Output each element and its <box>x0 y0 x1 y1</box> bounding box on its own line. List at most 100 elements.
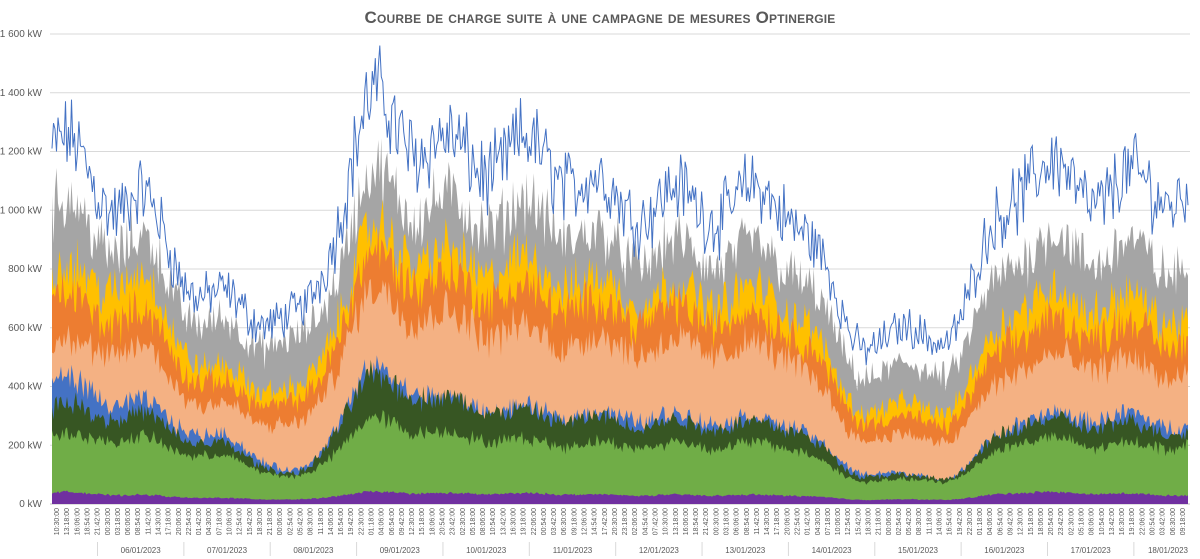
x-tick-label: 11:18:00 <box>318 508 325 535</box>
x-tick-label: 14:06:00 <box>328 508 335 535</box>
x-tick-label: 21:42:00 <box>703 508 710 535</box>
date-label: 09/01/2023 <box>380 546 421 555</box>
date-label: 08/01/2023 <box>293 546 334 555</box>
x-tick-label: 08:30:00 <box>916 508 923 535</box>
x-tick-label: 02:30:00 <box>1068 508 1075 535</box>
series-area-green <box>52 409 1188 504</box>
x-tick-label: 22:30:00 <box>967 508 974 535</box>
x-tick-label: 16:06:00 <box>74 508 81 535</box>
x-tick-label: 18:54:00 <box>693 508 700 535</box>
x-tick-label: 18:06:00 <box>1038 508 1045 535</box>
x-tick-label: 08:54:00 <box>135 508 142 535</box>
x-tick-label: 05:42:00 <box>906 508 913 535</box>
x-tick-label: 13:42:00 <box>500 508 507 535</box>
x-tick-label: 03:18:00 <box>724 508 731 535</box>
x-tick-label: 08:06:00 <box>480 508 487 535</box>
x-tick-label: 07:18:00 <box>216 508 223 535</box>
x-tick-label: 08:06:00 <box>1089 508 1096 535</box>
x-tick-label: 14:30:00 <box>156 508 163 535</box>
x-tick-label: 21:18:00 <box>876 508 883 535</box>
x-tick-label: 20:06:00 <box>784 508 791 535</box>
x-tick-label: 19:42:00 <box>348 508 355 535</box>
x-tick-label: 07:42:00 <box>653 508 660 535</box>
x-tick-label: 19:18:00 <box>521 508 528 535</box>
x-tick-label: 01:18:00 <box>977 508 984 535</box>
y-tick-label: 0 kW <box>19 499 42 510</box>
x-tick-label: 02:30:00 <box>460 508 467 535</box>
y-tick-label: 400 kW <box>8 382 42 393</box>
x-tick-label: 20:30:00 <box>612 508 619 535</box>
x-tick-label: 10:30:00 <box>54 508 61 535</box>
x-tick-label: 00:54:00 <box>541 508 548 535</box>
x-tick-label: 18:30:00 <box>866 508 873 535</box>
x-tick-label: 13:42:00 <box>1109 508 1116 535</box>
x-tick-label: 10:54:00 <box>490 508 497 535</box>
x-tick-label: 01:42:00 <box>196 508 203 535</box>
x-tick-label: 13:18:00 <box>64 508 71 535</box>
x-tick-label: 02:54:00 <box>287 508 294 535</box>
x-tick-label: 23:42:00 <box>1058 508 1065 535</box>
date-label: 15/01/2023 <box>898 546 939 555</box>
x-tick-label: 00:30:00 <box>713 508 720 535</box>
x-tick-label: 00:06:00 <box>886 508 893 535</box>
x-tick-label: 22:06:00 <box>1139 508 1146 535</box>
x-tick-label: 14:54:00 <box>592 508 599 535</box>
x-tick-label: 12:54:00 <box>845 508 852 535</box>
x-tick-label: 15:18:00 <box>1028 508 1035 535</box>
x-tick-label: 10:30:00 <box>663 508 670 535</box>
x-tick-label: 20:54:00 <box>1048 508 1055 535</box>
x-tick-label: 12:54:00 <box>237 508 244 535</box>
date-label: 11/01/2023 <box>553 546 593 555</box>
x-tick-label: 14:06:00 <box>937 508 944 535</box>
x-tick-label: 03:42:00 <box>551 508 558 535</box>
x-tick-label: 03:18:00 <box>115 508 122 535</box>
x-axis: 10:30:00 13:18:00 16:06:00 18:54:00 21:42:00… <box>54 508 1189 556</box>
x-tick-label: 01:42:00 <box>805 508 812 535</box>
y-tick-label: 200 kW <box>8 440 42 451</box>
x-tick-label: 04:30:00 <box>815 508 822 535</box>
x-tick-label: 04:06:00 <box>987 508 994 535</box>
date-label: 07/01/2023 <box>207 546 248 555</box>
x-tick-label: 17:18:00 <box>774 508 781 535</box>
x-tick-label: 06:06:00 <box>734 508 741 535</box>
date-label: 17/01/2023 <box>1071 546 1112 555</box>
x-tick-label: 06:06:00 <box>125 508 132 535</box>
x-tick-label: 01:18:00 <box>369 508 376 535</box>
x-tick-label: 17:18:00 <box>166 508 173 535</box>
y-tick-label: 1 600 kW <box>0 29 43 40</box>
x-tick-label: 09:18:00 <box>1180 508 1187 535</box>
x-tick-label: 20:06:00 <box>176 508 183 535</box>
x-tick-label: 09:42:00 <box>1008 508 1015 535</box>
x-tick-label: 18:30:00 <box>257 508 264 535</box>
x-tick-label: 10:06:00 <box>227 508 234 535</box>
chart-title: Courbe de charge suite à une campagne de… <box>364 8 836 27</box>
x-tick-label: 04:30:00 <box>206 508 213 535</box>
y-axis: 0 kW 200 kW 400 kW 600 kW 800 kW 1 000 kW 1 20… <box>0 29 43 510</box>
y-tick-label: 1 000 kW <box>0 205 43 216</box>
x-tick-label: 02:06:00 <box>632 508 639 535</box>
x-tick-label: 00:54:00 <box>1150 508 1157 535</box>
date-label: 10/01/2023 <box>466 546 507 555</box>
x-tick-label: 13:18:00 <box>673 508 680 535</box>
x-tick-label: 06:54:00 <box>389 508 396 535</box>
date-label: 12/01/2023 <box>639 546 680 555</box>
y-tick-label: 1 400 kW <box>0 88 43 99</box>
x-tick-label: 12:30:00 <box>1018 508 1025 535</box>
x-tick-label: 21:42:00 <box>95 508 102 535</box>
x-tick-label: 10:54:00 <box>1099 508 1106 535</box>
x-tick-label: 04:06:00 <box>379 508 386 535</box>
x-tick-label: 23:18:00 <box>622 508 629 535</box>
x-tick-label: 11:42:00 <box>754 508 761 535</box>
x-tick-label: 05:18:00 <box>1079 508 1086 535</box>
x-tick-label: 19:18:00 <box>1129 508 1136 535</box>
x-tick-label: 05:18:00 <box>470 508 477 535</box>
x-tick-label: 20:54:00 <box>440 508 447 535</box>
x-tick-label: 19:42:00 <box>957 508 964 535</box>
series-area-purple <box>52 490 1188 504</box>
x-tick-label: 17:42:00 <box>602 508 609 535</box>
x-tick-label: 22:30:00 <box>358 508 365 535</box>
x-tick-label: 22:06:00 <box>531 508 538 535</box>
date-label: 13/01/2023 <box>725 546 766 555</box>
x-tick-label: 22:54:00 <box>795 508 802 535</box>
